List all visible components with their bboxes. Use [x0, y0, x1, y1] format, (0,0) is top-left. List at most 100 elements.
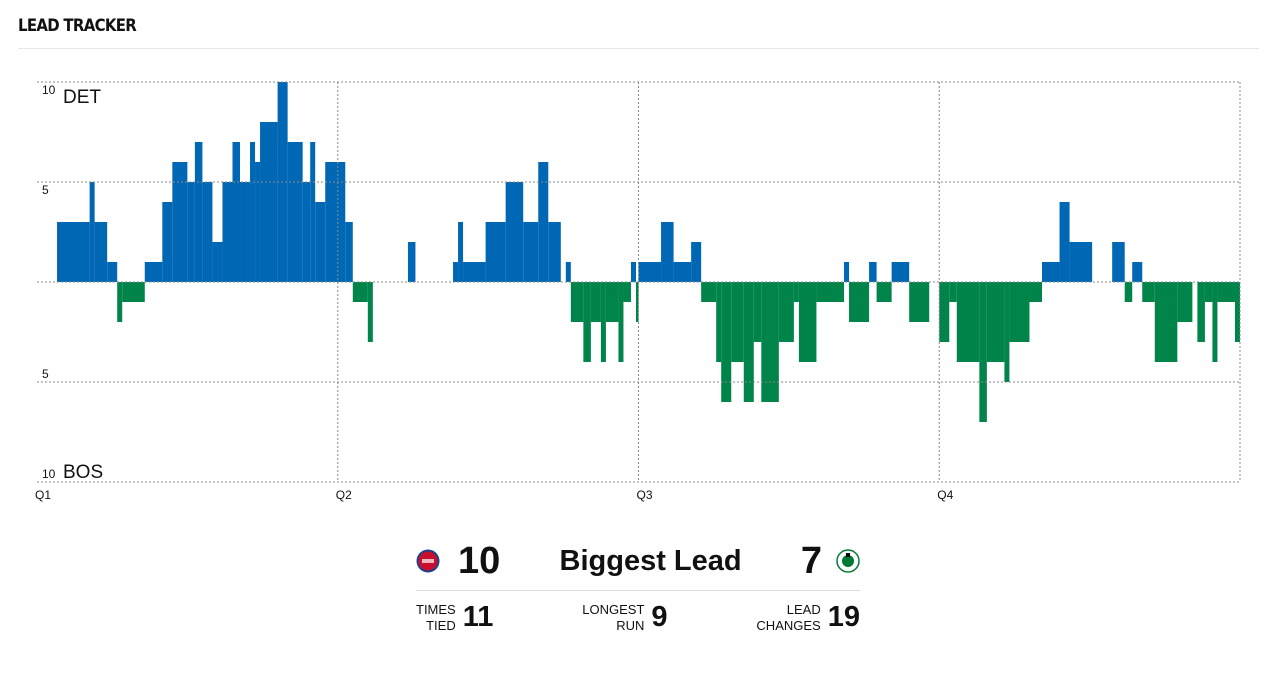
bos-lead-bar: [876, 282, 892, 302]
det-lead-bar: [232, 142, 241, 282]
bos-lead-bar: [1029, 282, 1043, 302]
bos-lead-bar: [753, 282, 762, 342]
bos-lead-bar: [798, 282, 817, 362]
det-lead-bar: [453, 262, 459, 282]
x-tick-label: Q1: [35, 488, 51, 502]
x-tick-label: Q4: [937, 488, 953, 502]
det-lead-bar: [523, 222, 539, 282]
bos-lead-bar: [721, 282, 732, 402]
bos-lead-bar: [605, 282, 619, 322]
times-tied-stat: TIMES TIED 11: [416, 601, 493, 634]
det-lead-bar: [144, 262, 163, 282]
lead-changes-value: 19: [827, 601, 860, 633]
lead-changes-stat: LEAD CHANGES 19: [756, 601, 860, 634]
det-lead-bar: [1042, 262, 1060, 282]
det-lead-bar: [89, 182, 95, 282]
bos-lead-bar: [816, 282, 845, 302]
times-tied-label: TIMES: [416, 601, 456, 617]
det-lead-bar: [212, 242, 223, 282]
det-lead-bar: [287, 142, 303, 282]
bos-lead-bar: [570, 282, 584, 322]
det-lead-bar: [661, 222, 674, 282]
divider: [18, 48, 1259, 49]
pistons-logo-icon: [416, 549, 440, 573]
det-lead-bar: [485, 222, 506, 282]
det-lead-bar: [222, 182, 233, 282]
bos-lead-bar: [701, 282, 717, 302]
det-biggest-lead: 10: [458, 539, 501, 582]
det-lead-bar: [1069, 242, 1093, 282]
det-lead-bar: [407, 242, 416, 282]
det-lead-bar: [194, 142, 203, 282]
det-lead-bar: [187, 182, 195, 282]
det-lead-bar: [565, 262, 571, 282]
det-lead-bar: [94, 222, 108, 282]
bos-lead-bar: [716, 282, 722, 362]
bos-lead-bar: [122, 282, 145, 302]
bos-lead-bar: [793, 282, 799, 302]
lead-tracker-chart: 10 5 5 10 DET BOS Q1 Q2 Q3 Q4: [35, 81, 1241, 502]
det-lead-bar: [345, 222, 353, 282]
bos-lead-bar: [1009, 282, 1030, 342]
det-lead-bar: [240, 182, 251, 282]
y-tick-label: 5: [42, 367, 49, 381]
bos-lead-bar: [986, 282, 1005, 362]
det-lead-bar: [57, 222, 90, 282]
det-lead-bar: [630, 262, 636, 282]
bos-lead-bar: [600, 282, 606, 362]
bos-lead-bar: [1142, 282, 1155, 302]
det-lead-bar: [107, 262, 118, 282]
bos-lead-bar: [618, 282, 624, 362]
bos-lead-bar: [979, 282, 987, 422]
bos-biggest-lead: 7: [800, 539, 822, 582]
times-tied-label: TIED: [426, 617, 456, 633]
bos-lead-bar: [1212, 282, 1218, 362]
longest-run-label: RUN: [616, 617, 645, 633]
det-lead-bar: [869, 262, 877, 282]
det-lead-bar: [463, 262, 486, 282]
det-lead-bar: [1112, 242, 1125, 282]
det-lead-bar: [260, 122, 278, 282]
bos-lead-bar: [849, 282, 870, 322]
det-lead-bar: [691, 242, 702, 282]
bos-lead-bar: [1197, 282, 1205, 342]
biggest-lead-label: Biggest Lead: [559, 544, 742, 577]
det-lead-bar: [673, 262, 692, 282]
bos-lead-bar: [1154, 282, 1178, 362]
bos-lead-bar: [623, 282, 631, 302]
det-lead-bar: [538, 162, 549, 282]
det-lead-bar: [202, 182, 213, 282]
bos-lead-bar: [583, 282, 591, 362]
bos-lead-bar: [1217, 282, 1235, 302]
bos-lead-bar: [117, 282, 123, 322]
bos-lead-bar: [731, 282, 744, 362]
bos-lead-bar: [909, 282, 930, 322]
det-lead-bar: [458, 222, 464, 282]
top-team-label: DET: [63, 87, 101, 108]
bos-lead-bar: [956, 282, 980, 362]
det-lead-bar: [1132, 262, 1143, 282]
det-lead-bar: [255, 162, 261, 282]
x-tick-label: Q2: [336, 488, 352, 502]
lead-changes-label: LEAD: [786, 601, 821, 617]
y-tick-label: 10: [42, 467, 56, 481]
det-lead-bar: [310, 142, 316, 282]
det-lead-bar: [1059, 202, 1070, 282]
times-tied-value: 11: [462, 601, 494, 633]
det-lead-bar: [250, 142, 256, 282]
det-lead-bar: [325, 162, 346, 282]
bos-lead-bar: [1124, 282, 1133, 302]
bos-lead-bar: [1004, 282, 1010, 382]
bos-lead-bar: [367, 282, 373, 342]
longest-run-stat: LONGEST RUN 9: [582, 601, 667, 634]
bos-lead-bar: [352, 282, 368, 302]
bos-lead-bar: [743, 282, 754, 402]
bos-lead-bar: [1234, 282, 1240, 342]
det-lead-bar: [162, 202, 173, 282]
bos-lead-bar: [761, 282, 779, 402]
bos-lead-bar: [939, 282, 950, 342]
bos-lead-bar: [1177, 282, 1193, 322]
longest-run-value: 9: [651, 601, 668, 633]
y-tick-label: 5: [42, 183, 49, 197]
page-title: LEAD TRACKER: [18, 16, 137, 36]
